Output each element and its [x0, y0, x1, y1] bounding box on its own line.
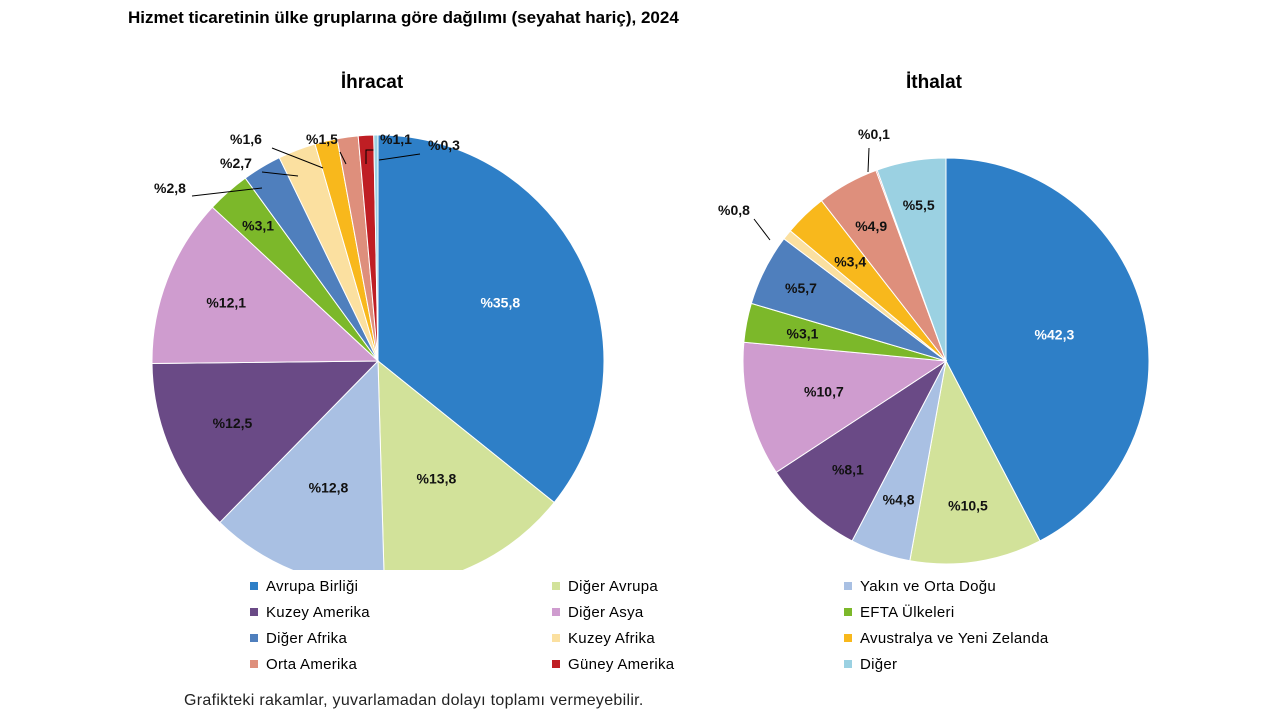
legend-label: Diğer [860, 655, 898, 673]
legend-item-efta-ulkeleri: EFTA Ülkeleri [844, 599, 1104, 625]
slice-label-avrupa-birligi-0: %35,8 [480, 294, 520, 310]
slice-label-avustralya-ve-yeni-zelanda-1: %3,4 [834, 254, 866, 270]
slice-label-yakin-ve-orta-dogu-1: %4,8 [883, 491, 915, 507]
legend-label: Orta Amerika [266, 655, 358, 673]
legend-item-diger-avrupa: Diğer Avrupa [552, 573, 844, 599]
legend-item-avustralya-ve-yeni-zelanda: Avustralya ve Yeni Zelanda [844, 625, 1104, 651]
legend-label: Yakın ve Orta Doğu [860, 577, 997, 595]
footnote: Grafikteki rakamlar, yuvarlamadan dolayı… [184, 692, 644, 709]
leader-line-orta-amerika-0 [339, 151, 347, 165]
legend-swatch [552, 660, 560, 668]
legend-swatch [250, 608, 258, 616]
pie-charts: İhracat %35,8 %13,8 %12,8 %12,5 %12,1 %3,1 %2,8… [151, 72, 1150, 570]
legend-swatch [844, 634, 852, 642]
slice-label-diger-asya-1: %10,7 [804, 383, 844, 399]
legend-item-kuzey-afrika: Kuzey Afrika [552, 625, 844, 651]
legend-label: Avrupa Birliği [266, 577, 359, 595]
slice-label-avustralya-ve-yeni-zelanda-0: %1,6 [230, 131, 262, 147]
pie-slice-diger-1 [876, 157, 947, 362]
slice-label-guney-amerika-1: %0,1 [858, 126, 890, 142]
slice-label-kuzey-afrika-0: %2,7 [220, 155, 252, 171]
slice-label-diger-asya-0: %12,1 [206, 294, 246, 310]
slice-label-diger-0: %0,3 [428, 137, 460, 153]
legend-item-guney-amerika: Güney Amerika [552, 651, 844, 677]
legend-swatch [250, 634, 258, 642]
leader-line-diger-afrika-0 [191, 187, 263, 197]
legend-swatch [250, 582, 258, 590]
legend-item-diger: Diğer [844, 651, 1104, 677]
pie-slice-avrupa-birligi-0 [377, 134, 605, 504]
slice-label-efta-ulkeleri-0: %3,1 [242, 218, 274, 234]
legend-label: Diğer Afrika [266, 629, 348, 647]
pie-slice-diger-0 [373, 134, 379, 362]
slice-label-diger-afrika-0: %2,8 [154, 180, 186, 196]
slice-label-guney-amerika-0: %1,1 [380, 131, 412, 147]
pie-slice-diger-asya-0 [151, 206, 380, 364]
leader-line-guney-amerika-0 [365, 149, 374, 164]
leader-line-guney-amerika-1 [867, 147, 870, 173]
pie-slice-kuzey-amerika-1 [775, 359, 948, 542]
leader-line-kuzey-afrika-1 [753, 218, 771, 241]
legend-item-orta-amerika: Orta Amerika [250, 651, 552, 677]
legend-label: Avustralya ve Yeni Zelanda [860, 629, 1049, 647]
legend-swatch [250, 660, 258, 668]
legend-swatch [552, 608, 560, 616]
legend-item-diger-asya: Diğer Asya [552, 599, 844, 625]
legend-label: Diğer Asya [568, 603, 644, 621]
slice-label-yakin-ve-orta-dogu-0: %12,8 [309, 479, 349, 495]
pie-slice-diger-asya-1 [742, 341, 948, 473]
pie-slice-diger-avrupa-1 [909, 359, 1041, 565]
legend-item-avrupa-birligi: Avrupa Birliği [250, 573, 552, 599]
slice-label-orta-amerika-0: %1,5 [306, 131, 338, 147]
slice-label-diger-afrika-1: %5,7 [785, 280, 817, 296]
legend-label: Diğer Avrupa [568, 577, 659, 595]
legend-item-yakin-ve-orta-dogu: Yakın ve Orta Doğu [844, 573, 1104, 599]
chart-title: Hizmet ticaretinin ülke gruplarına göre … [128, 8, 679, 27]
legend-swatch [552, 582, 560, 590]
legend-label: Kuzey Afrika [568, 629, 655, 647]
slice-label-orta-amerika-1: %4,9 [855, 218, 887, 234]
legend-label: Kuzey Amerika [266, 603, 370, 621]
legend-item-diger-afrika: Diğer Afrika [250, 625, 552, 651]
pie-slice-avrupa-birligi-1 [945, 157, 1150, 542]
legend-swatch [844, 608, 852, 616]
pie-title-ithalat: İthalat [906, 72, 963, 93]
slice-label-kuzey-amerika-1: %8,1 [832, 461, 864, 477]
pie-slice-yakin-ve-orta-dogu-0 [219, 359, 385, 570]
slice-label-diger-avrupa-0: %13,8 [417, 470, 457, 486]
pie-slice-kuzey-amerika-0 [151, 360, 380, 524]
slice-label-kuzey-afrika-1: %0,8 [718, 202, 750, 218]
legend-item-kuzey-amerika: Kuzey Amerika [250, 599, 552, 625]
slice-label-diger-1: %5,5 [903, 197, 935, 213]
slice-label-efta-ulkeleri-1: %3,1 [787, 325, 819, 341]
leader-line-kuzey-afrika-0 [261, 171, 299, 177]
legend-swatch [844, 660, 852, 668]
legend-label: Güney Amerika [568, 655, 675, 673]
slice-label-kuzey-amerika-0: %12,5 [213, 415, 253, 431]
legend-swatch [844, 582, 852, 590]
slice-label-diger-avrupa-1: %10,5 [948, 498, 988, 514]
pie-slice-diger-avrupa-0 [377, 359, 555, 570]
pie-title-ihracat: İhracat [341, 72, 404, 93]
slice-label-avrupa-birligi-1: %42,3 [1035, 326, 1075, 342]
leader-line-diger-0 [378, 153, 421, 161]
leader-line-avustralya-ve-yeni-zelanda-0 [271, 147, 324, 169]
legend-swatch [552, 634, 560, 642]
legend-label: EFTA Ülkeleri [860, 603, 955, 621]
legend: Avrupa Birliği Diğer Avrupa Yakın ve Orta … [250, 573, 1104, 677]
